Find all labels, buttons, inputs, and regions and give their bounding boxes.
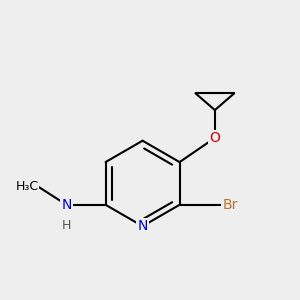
Text: H₃C: H₃C [16,181,39,194]
Text: N: N [137,219,148,233]
Text: N: N [61,198,72,212]
Text: H: H [62,219,71,232]
Text: O: O [209,131,220,145]
Text: Br: Br [222,198,238,212]
